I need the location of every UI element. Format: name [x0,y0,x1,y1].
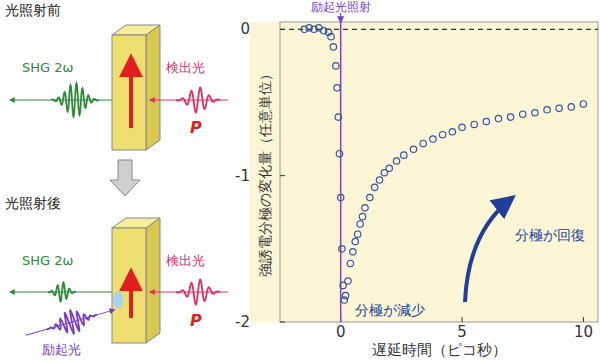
data-point [556,105,562,111]
data-point [580,101,586,107]
data-point [345,278,351,284]
pump-beam [23,299,118,347]
data-point [371,184,377,190]
data-point [335,114,341,120]
shg-label: SHG 2ω [22,253,73,268]
crystal-side [146,218,160,343]
panel-label: 光照射前 [5,2,61,18]
polarization-label: P [190,311,202,330]
y-tick-label: 0 [240,20,250,38]
data-point [459,124,465,130]
annotation-arrow [340,13,341,22]
probe-label: 検出光 [166,253,205,268]
data-point [350,249,356,255]
data-point [330,44,336,50]
data-point [342,292,348,298]
data-point [334,85,340,91]
data-point [568,104,574,110]
transition-arrow [110,160,140,196]
data-point [386,165,392,171]
y-tick [280,322,285,323]
y-tick-label: -2 [235,313,250,331]
y-axis-title: 強誘電分極の変化量（任意単位） [257,67,273,277]
excitation-line [340,22,342,322]
x-tick-label: 0 [336,323,346,341]
data-point [336,151,342,157]
y-tick-label: -1 [235,167,250,185]
data-point [401,152,407,158]
plot-background [250,22,598,322]
wave-packet [176,280,220,305]
data-point [495,115,501,121]
crystal-front [112,35,146,150]
data-point [507,114,513,120]
data-point [357,221,363,227]
data-point [393,158,399,164]
polarization-arrow [129,272,133,318]
x-axis-title: 遅延時間（ピコ秒） [372,341,507,359]
y-tick [280,29,285,30]
plot-frame [280,22,598,322]
wave-packet [48,282,76,301]
wave-packet [176,88,220,113]
x-tick [583,317,584,322]
data-point [333,63,339,69]
data-point [352,238,358,244]
figure: 0 5 10 0 -1 -2 遅延時間（ピコ秒） 強誘電分極の変化量（任意単位） 励起光照射分極… [0,0,600,360]
data-point [532,110,538,116]
wave-packet [51,83,99,116]
x-tick [462,317,463,322]
y-tick [280,175,285,176]
x-tick-label: 5 [457,323,467,341]
crystal-side [146,25,160,150]
data-point [367,194,373,200]
probe-label: 検出光 [166,60,205,75]
data-point [520,111,526,117]
shg-beam [10,292,112,293]
data-point [410,146,416,152]
data-point [354,231,360,237]
data-point [483,118,489,124]
data-point [328,33,334,39]
data-point [376,177,382,183]
excited-spot [113,291,123,309]
data-point [341,297,347,303]
data-point [544,107,550,113]
data-point [471,121,477,127]
data-point [362,205,368,211]
data-point [430,136,436,142]
recovery-arrow [465,198,512,302]
panel-label: 光照射後 [5,195,61,211]
data-point [439,131,445,137]
data-point [339,246,345,252]
annotation: 分極が回復 [515,227,585,243]
polarization-label: P [190,118,202,137]
pump-label: 励起光 [42,342,81,357]
crystal-front [112,228,146,343]
data-point [359,213,365,219]
annotation: 励起光照射 [311,0,371,14]
data-points [301,25,587,304]
annotation: 分極が減少 [355,302,425,318]
data-point [347,260,353,266]
data-point [337,194,343,200]
data-point [420,140,426,146]
x-tick-label: 10 [574,323,593,341]
data-point [449,129,455,135]
wave-packet [44,304,100,341]
shg-label: SHG 2ω [22,60,73,75]
polarization-arrow [129,58,133,128]
